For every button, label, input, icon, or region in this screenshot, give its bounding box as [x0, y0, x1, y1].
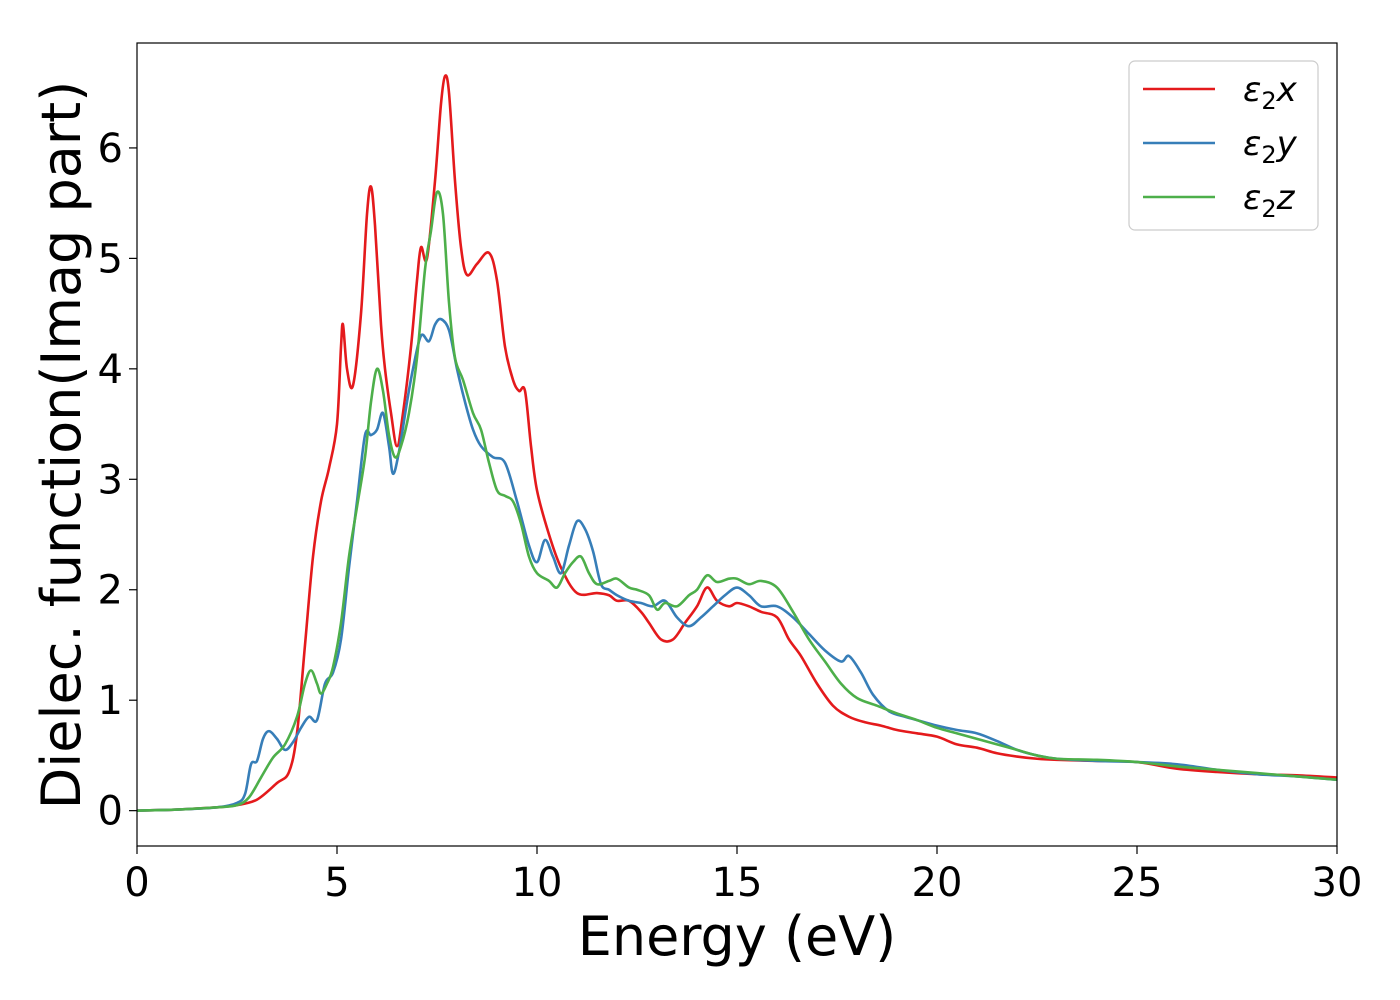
- legend-box: [1128, 60, 1319, 231]
- series-lines: [137, 74, 1337, 812]
- series-line-0: [137, 74, 1337, 812]
- y-tick-label: 0: [98, 789, 123, 835]
- series-line-1: [137, 317, 1337, 812]
- y-axis-title: Dielec. function(Imag part): [30, 81, 93, 810]
- x-tick-label: 25: [1112, 860, 1163, 906]
- series-line-2: [137, 190, 1337, 812]
- x-tick-label: 20: [912, 860, 963, 906]
- y-tick-label: 2: [98, 568, 123, 614]
- y-axis: 0 1 2 3 4 5 6: [98, 126, 137, 835]
- x-tick-label: 0: [124, 860, 149, 906]
- legend-label-1: ε2y: [1243, 124, 1298, 169]
- y-tick-label: 4: [98, 347, 123, 393]
- x-tick-label: 10: [512, 860, 563, 906]
- y-tick-label: 3: [98, 457, 123, 503]
- legend: ε2x ε2y ε2z: [1128, 60, 1319, 231]
- y-tick-label: 5: [98, 236, 123, 282]
- legend-label-2: ε2z: [1243, 178, 1296, 223]
- x-tick-label: 15: [712, 860, 763, 906]
- y-tick-label: 6: [98, 126, 123, 172]
- y-tick-label: 1: [98, 678, 123, 724]
- legend-label-0: ε2x: [1243, 70, 1298, 115]
- x-tick-label: 30: [1312, 860, 1363, 906]
- x-axis-title: Energy (eV): [578, 905, 897, 968]
- x-tick-label: 5: [324, 860, 349, 906]
- x-axis: 0 5 10 15 20 25 30: [124, 846, 1362, 906]
